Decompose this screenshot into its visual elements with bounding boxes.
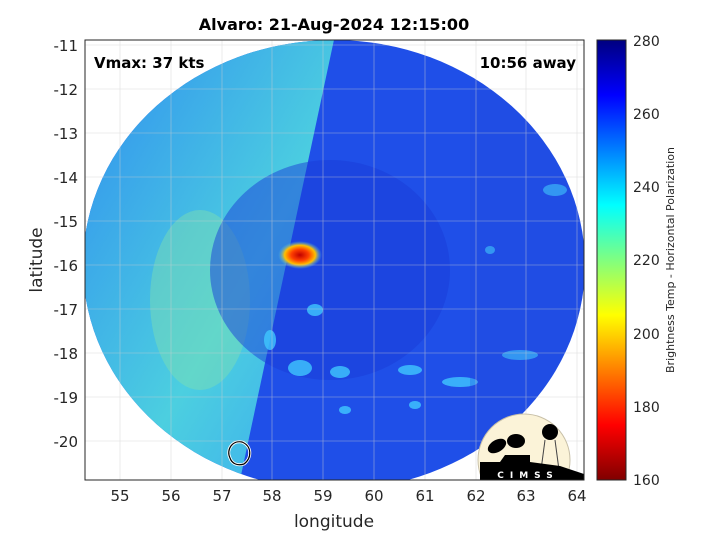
cimss-logo: CIMSS [477,413,584,481]
colorbar [596,39,627,481]
y-tick: -12 [54,81,79,99]
x-tick: 62 [466,487,485,505]
vmax-annotation: Vmax: 37 kts [94,54,204,72]
y-tick: -14 [54,169,79,187]
y-tick: -13 [54,125,79,143]
x-tick: 57 [212,487,231,505]
x-tick: 55 [110,487,129,505]
colorbar-ticks: 160 180 200 220 240 260 280 [633,34,660,489]
y-tick: -18 [54,345,79,363]
colorbar-tick: 160 [633,473,660,489]
x-tick: 59 [313,487,332,505]
x-tick: 56 [161,487,180,505]
colorbar-tick: 200 [633,327,660,343]
colorbar-tick: 240 [633,180,660,196]
west-swath [85,40,335,480]
rainbands [264,184,567,414]
x-tick: 63 [516,487,535,505]
colorbar-tick: 260 [633,107,660,123]
y-tick: -16 [54,257,79,275]
time-away-annotation: 10:56 away [480,54,577,72]
cold-spot [278,241,322,269]
colorbar-tick: 280 [633,34,660,50]
y-tick: -11 [54,37,79,55]
x-tick: 61 [415,487,434,505]
plot-title: Alvaro: 21-Aug-2024 12:15:00 [199,15,469,34]
x-axis-label: longitude [294,512,374,532]
x-tick: 60 [364,487,383,505]
y-axis-label: latitude [27,227,47,292]
colorbar-tick: 180 [633,400,660,416]
plot-axes-box [84,39,585,481]
x-tick: 58 [262,487,281,505]
x-tick-labels: 55 56 57 58 59 60 61 62 63 64 [110,487,586,505]
y-tick: -17 [54,301,79,319]
colorbar-tick: 220 [633,253,660,269]
y-tick: -15 [54,213,79,231]
y-tick: -20 [54,433,79,451]
logo-text: CIMSS [497,471,558,481]
x-tick: 64 [567,487,586,505]
grid [85,40,584,480]
colorbar-label: Brightness Temp - Horizontal Polarizatio… [664,147,677,373]
y-tick-labels: -11 -12 -13 -14 -15 -16 -17 -18 -19 -20 [54,37,79,451]
y-tick: -19 [54,389,79,407]
